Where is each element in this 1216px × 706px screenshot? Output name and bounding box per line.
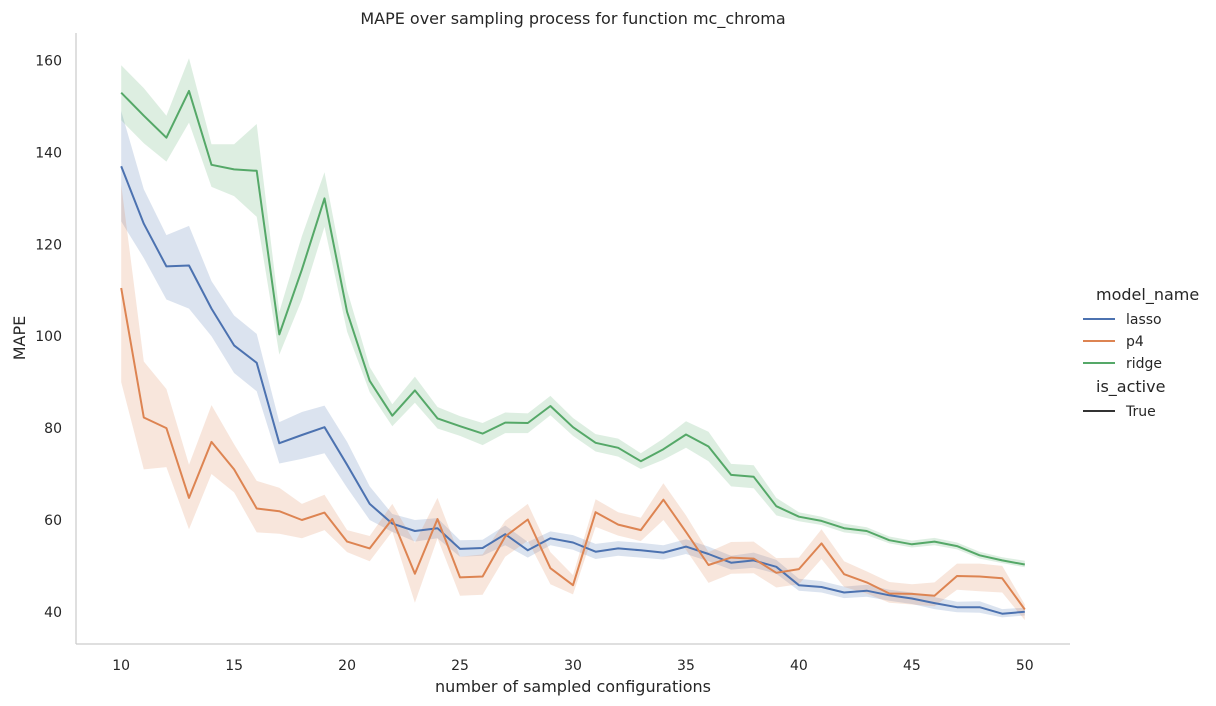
line-p4 [120,287,1026,611]
legend-label-p4: p4 [1126,334,1144,350]
legend-label-ridge: ridge [1126,356,1162,372]
y-tick-labels: 40 60 80 100 120 140 160 [35,54,62,621]
y-tick-label: 120 [35,237,62,253]
y-axis-label: MAPE [10,316,29,361]
legend-title-is-active: is_active [1096,377,1165,397]
x-tick-label: 20 [338,658,356,674]
x-tick-label: 30 [564,658,582,674]
x-tick-label: 35 [677,658,695,674]
axes [75,33,1070,645]
x-axis-label: number of sampled configurations [435,677,711,696]
y-tick-label: 80 [44,421,62,437]
y-tick-label: 140 [35,145,62,161]
legend-label-lasso: lasso [1126,312,1162,328]
y-tick-label: 100 [35,329,62,345]
y-tick-label: 40 [44,605,62,621]
x-tick-label: 15 [225,658,243,674]
x-tick-label: 40 [790,658,808,674]
line-lasso [120,165,1025,615]
series-lines [120,89,1026,615]
y-tick-label: 60 [44,513,62,529]
confidence-bands [121,58,1025,621]
x-tick-label: 25 [451,658,469,674]
x-tick-label: 10 [112,658,130,674]
y-tick-label: 160 [35,54,62,70]
line-ridge [120,89,1025,566]
x-tick-label: 45 [903,658,921,674]
band-p4 [121,184,1025,621]
legend-title-model-name: model_name [1096,285,1199,305]
chart-title: MAPE over sampling process for function … [360,9,785,29]
x-tick-label: 50 [1016,658,1034,674]
legend-label-style: True [1125,404,1156,420]
x-tick-labels: 10 15 20 25 30 35 40 45 50 [112,658,1033,674]
